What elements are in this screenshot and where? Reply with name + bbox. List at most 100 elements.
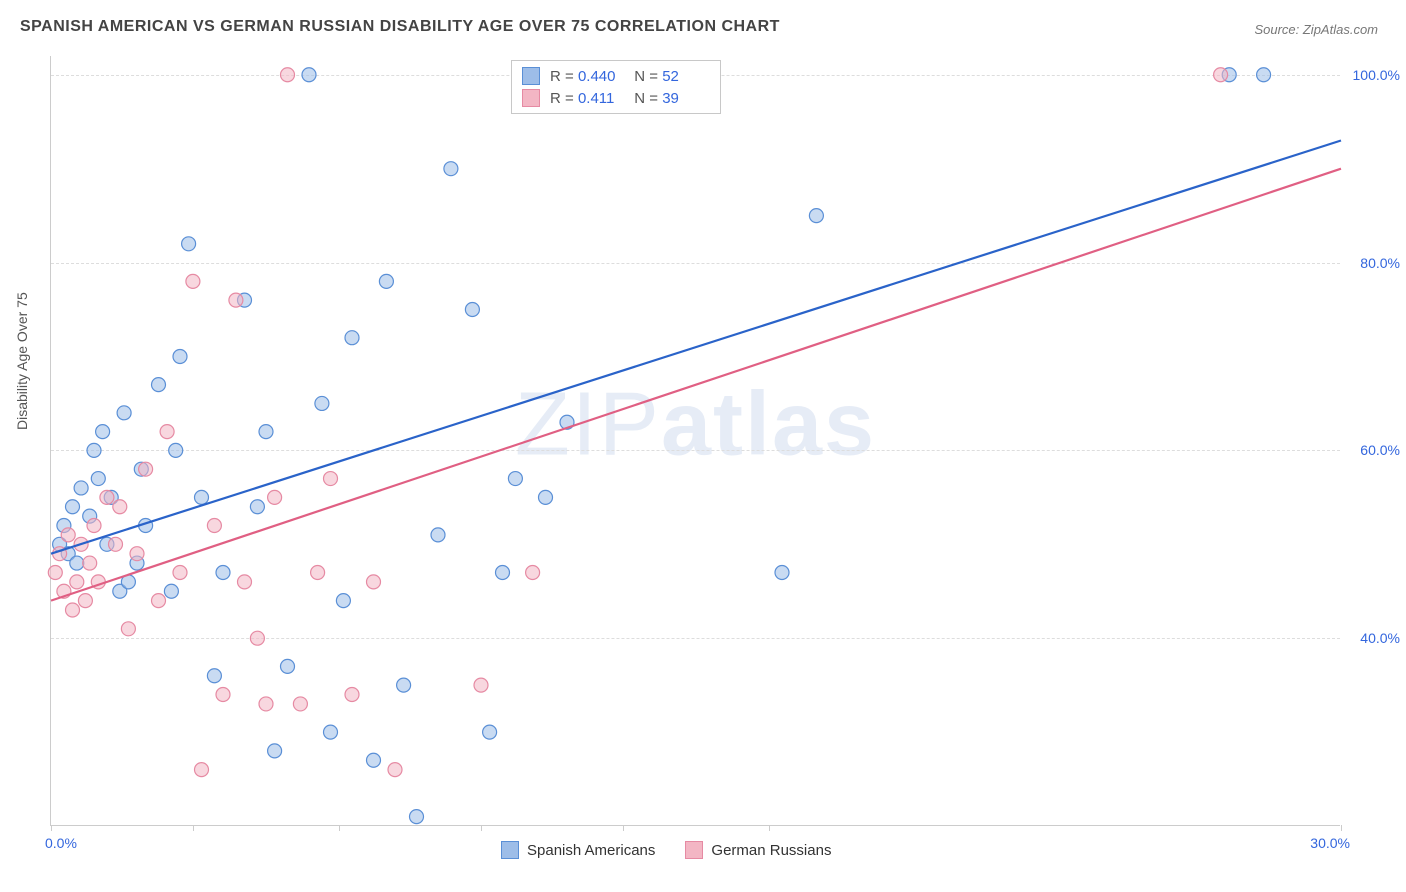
data-point (1214, 68, 1228, 82)
data-point (117, 406, 131, 420)
data-point (431, 528, 445, 542)
data-point (160, 425, 174, 439)
legend-stats-row: R = 0.440 N = 52 (522, 65, 710, 87)
data-point (268, 490, 282, 504)
x-tick (769, 825, 770, 831)
y-axis-label: Disability Age Over 75 (14, 292, 30, 430)
x-tick (623, 825, 624, 831)
data-point (526, 565, 540, 579)
legend-label: Spanish Americans (527, 842, 655, 859)
data-point (379, 274, 393, 288)
source-label: Source: ZipAtlas.com (1254, 22, 1378, 37)
data-point (152, 594, 166, 608)
data-point (66, 603, 80, 617)
x-tick (193, 825, 194, 831)
data-point (96, 425, 110, 439)
data-point (121, 622, 135, 636)
data-point (1257, 68, 1271, 82)
data-point (139, 462, 153, 476)
data-point (483, 725, 497, 739)
plot-area: ZIPatlas 40.0%60.0%80.0%100.0% R = 0.440… (50, 56, 1340, 826)
data-point (809, 209, 823, 223)
data-point (61, 528, 75, 542)
data-point (195, 490, 209, 504)
legend-swatch (685, 841, 703, 859)
data-point (345, 688, 359, 702)
chart-title: SPANISH AMERICAN VS GERMAN RUSSIAN DISAB… (20, 18, 780, 36)
data-point (444, 162, 458, 176)
y-tick-label: 60.0% (1360, 442, 1400, 458)
data-point (207, 669, 221, 683)
y-tick-label: 40.0% (1360, 630, 1400, 646)
data-point (100, 490, 114, 504)
data-point (281, 659, 295, 673)
data-point (182, 237, 196, 251)
data-point (315, 396, 329, 410)
legend-item: German Russians (685, 841, 831, 859)
legend-stats-row: R = 0.411 N = 39 (522, 87, 710, 109)
data-point (173, 565, 187, 579)
data-point (336, 594, 350, 608)
data-point (311, 565, 325, 579)
data-point (293, 697, 307, 711)
x-axis-end-label: 30.0% (1310, 835, 1350, 851)
data-point (78, 594, 92, 608)
trend-line (51, 141, 1341, 554)
data-point (259, 425, 273, 439)
legend-bottom: Spanish Americans German Russians (501, 841, 831, 859)
data-point (268, 744, 282, 758)
data-point (496, 565, 510, 579)
data-point (91, 472, 105, 486)
x-tick (339, 825, 340, 831)
legend-item: Spanish Americans (501, 841, 655, 859)
data-point (87, 519, 101, 533)
data-point (169, 443, 183, 457)
data-point (775, 565, 789, 579)
data-point (87, 443, 101, 457)
x-axis-start-label: 0.0% (45, 835, 77, 851)
trend-line (51, 169, 1341, 601)
data-point (74, 481, 88, 495)
data-point (250, 631, 264, 645)
data-point (66, 500, 80, 514)
y-tick-label: 100.0% (1353, 67, 1400, 83)
data-point (83, 556, 97, 570)
x-tick (481, 825, 482, 831)
data-point (109, 537, 123, 551)
data-point (250, 500, 264, 514)
data-point (130, 547, 144, 561)
data-point (207, 519, 221, 533)
data-point (259, 697, 273, 711)
data-point (281, 68, 295, 82)
data-point (70, 556, 84, 570)
data-point (164, 584, 178, 598)
data-point (465, 303, 479, 317)
y-tick-label: 80.0% (1360, 255, 1400, 271)
data-point (152, 378, 166, 392)
data-point (48, 565, 62, 579)
scatter-svg (51, 56, 1340, 825)
data-point (216, 565, 230, 579)
x-tick (1341, 825, 1342, 831)
data-point (410, 810, 424, 824)
data-point (195, 763, 209, 777)
data-point (367, 753, 381, 767)
data-point (474, 678, 488, 692)
data-point (216, 688, 230, 702)
data-point (113, 500, 127, 514)
legend-swatch (522, 67, 540, 85)
legend-swatch (522, 89, 540, 107)
data-point (238, 575, 252, 589)
x-tick (51, 825, 52, 831)
data-point (302, 68, 316, 82)
legend-label: German Russians (711, 842, 831, 859)
data-point (173, 349, 187, 363)
data-point (508, 472, 522, 486)
data-point (324, 472, 338, 486)
data-point (186, 274, 200, 288)
data-point (367, 575, 381, 589)
data-point (388, 763, 402, 777)
data-point (229, 293, 243, 307)
legend-swatch (501, 841, 519, 859)
data-point (397, 678, 411, 692)
